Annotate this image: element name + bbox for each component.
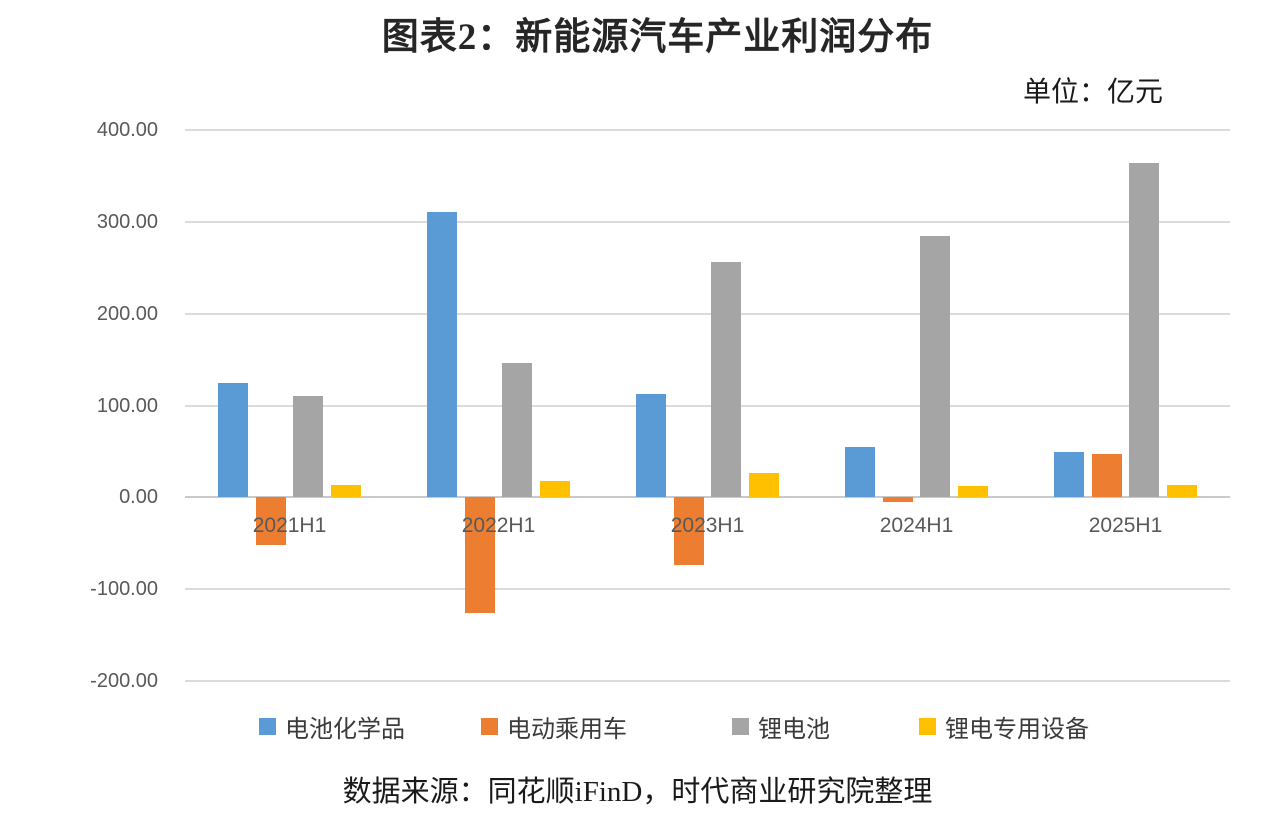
bar	[539, 480, 570, 498]
bar	[330, 485, 361, 498]
gridline	[185, 404, 1230, 407]
legend-swatch-icon	[919, 718, 936, 735]
x-axis-category-label: 2022H1	[461, 514, 536, 537]
unit-label: 单位：亿元	[1022, 77, 1163, 108]
bar	[711, 262, 742, 498]
bar	[1129, 163, 1160, 498]
legend-label: 电池化学品	[285, 717, 405, 743]
source-note: 数据来源：同花顺iFinD，时代商业研究院整理	[342, 776, 933, 808]
x-axis-category-label: 2025H1	[1088, 514, 1163, 537]
gridline	[185, 129, 1230, 131]
zero-gridline	[185, 496, 1230, 499]
bar	[845, 446, 876, 498]
legend-item: 锂电专用设备	[919, 709, 1089, 744]
y-axis-tick-label: 300.00	[96, 210, 158, 233]
legend-label: 锂电池	[758, 717, 830, 743]
legend-label: 电动乘用车	[507, 717, 627, 743]
bar	[1166, 485, 1197, 498]
legend-swatch-icon	[732, 718, 749, 735]
legend-item: 锂电池	[732, 709, 830, 744]
y-axis-tick-label: 100.00	[96, 394, 158, 417]
bar	[255, 497, 286, 546]
legend-item: 电池化学品	[259, 709, 405, 744]
bar	[882, 497, 913, 502]
bar	[293, 396, 324, 498]
x-axis-category-label: 2021H1	[252, 514, 327, 537]
y-axis-tick-label: -200.00	[90, 670, 158, 692]
x-axis-category-label: 2023H1	[670, 514, 745, 537]
bar	[748, 473, 779, 498]
gridline	[185, 312, 1230, 315]
bar	[464, 497, 495, 614]
bar	[502, 363, 533, 498]
bar	[920, 235, 951, 498]
bar	[427, 211, 458, 498]
legend-swatch-icon	[259, 718, 276, 735]
bar	[673, 497, 704, 566]
bar	[218, 383, 249, 498]
bar	[636, 394, 667, 498]
legend-swatch-icon	[481, 718, 498, 735]
y-axis-tick-label: 200.00	[96, 302, 158, 325]
y-axis-tick-label: 400.00	[96, 119, 158, 141]
legend-label: 锂电专用设备	[945, 717, 1089, 743]
chart-title: 图表2：新能源汽车产业利润分布	[381, 17, 934, 58]
y-axis-tick-label: -100.00	[90, 578, 158, 601]
y-axis-tick-label: 0.00	[119, 486, 158, 509]
legend-item: 电动乘用车	[481, 709, 627, 744]
bar	[1091, 454, 1122, 498]
x-axis-category-label: 2024H1	[879, 514, 954, 537]
legend: 电池化学品 电动乘用车 锂电池 锂电专用设备	[0, 709, 1275, 743]
bar	[957, 486, 988, 498]
gridline	[185, 220, 1230, 223]
gridline	[185, 588, 1230, 591]
gridline	[185, 680, 1230, 682]
bar	[1054, 452, 1085, 498]
